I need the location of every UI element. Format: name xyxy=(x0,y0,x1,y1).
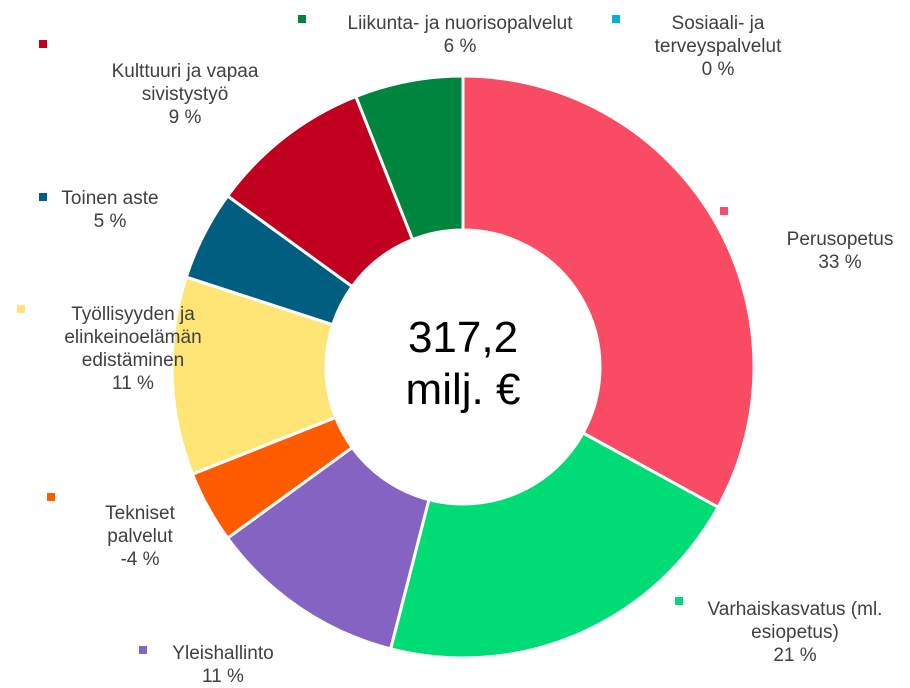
category-label: Liikunta- ja nuorisopalvelut xyxy=(347,13,573,34)
category-label: Varhaiskasvatus (ml. esiopetus) xyxy=(707,599,883,643)
category-label: Toinen aste xyxy=(61,188,159,209)
value-label: 11 % xyxy=(202,666,244,687)
slice-label: Kulttuuri ja vapaa sivistystyö 9 % xyxy=(85,60,285,129)
slice-label: Sosiaali- ja terveyspalvelut 0 % xyxy=(633,12,803,81)
value-label: 9 % xyxy=(168,107,202,128)
legend-marker xyxy=(298,15,306,23)
slice-label: Tekniset palvelut -4 % xyxy=(85,502,195,571)
value-label: 21 % xyxy=(773,645,817,666)
value-label: 0 % xyxy=(701,59,735,80)
slice xyxy=(225,445,431,651)
slice-label: Työllisyyden ja elinkeinoelämän edistämi… xyxy=(48,303,218,395)
slice-label: Varhaiskasvatus (ml. esiopetus) 21 % xyxy=(700,598,890,667)
slice xyxy=(388,430,721,660)
legend-marker xyxy=(47,493,55,501)
legend-marker xyxy=(612,15,620,23)
value-label: 5 % xyxy=(93,211,127,232)
legend-marker xyxy=(39,193,47,201)
value-label: 33 % xyxy=(818,252,862,273)
legend-marker xyxy=(17,305,25,313)
legend-marker xyxy=(39,40,47,48)
slice-label: Toinen aste 5 % xyxy=(35,187,185,233)
slice-label: Perusopetus 33 % xyxy=(740,228,910,274)
slice xyxy=(170,275,338,477)
center-label: 317,2 milj. € xyxy=(405,313,521,414)
slice xyxy=(461,74,756,510)
legend-marker xyxy=(139,646,147,654)
value-label: 11 % xyxy=(112,373,154,394)
category-label: Sosiaali- ja terveyspalvelut xyxy=(654,13,782,57)
slice-label: Liikunta- ja nuorisopalvelut 6 % xyxy=(300,12,620,58)
value-label: -4 % xyxy=(120,549,160,570)
slice-label: Yleishallinto 11 % xyxy=(123,642,323,688)
category-label: Tekniset palvelut xyxy=(105,503,175,547)
legend-marker xyxy=(720,207,728,215)
category-label: Kulttuuri ja vapaa sivistystyö xyxy=(111,61,259,105)
value-label: 6 % xyxy=(443,36,477,57)
category-label: Perusopetus xyxy=(786,229,894,250)
legend-marker xyxy=(675,597,683,605)
category-label: Yleishallinto xyxy=(172,643,274,664)
category-label: Työllisyyden ja elinkeinoelämän edistämi… xyxy=(64,304,202,371)
